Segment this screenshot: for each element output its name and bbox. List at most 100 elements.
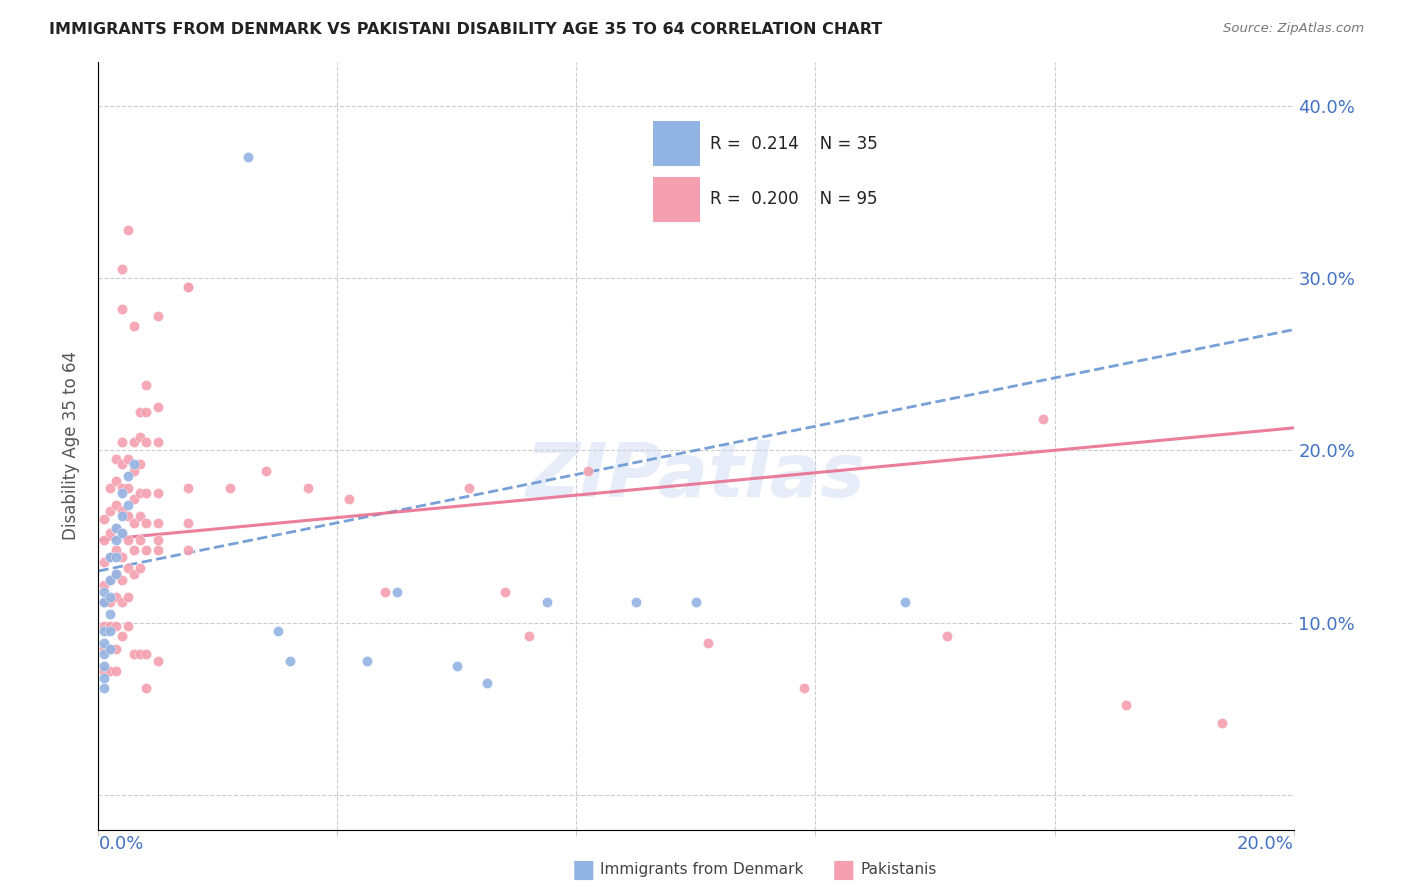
Point <box>93 681 115 696</box>
Point <box>1115 698 1137 713</box>
Point <box>111 457 134 471</box>
Point <box>111 595 134 609</box>
Point <box>98 590 122 604</box>
Point <box>1032 412 1054 426</box>
Point <box>148 401 170 415</box>
Point <box>148 516 170 530</box>
Point <box>124 543 146 558</box>
Point <box>385 584 409 599</box>
Point <box>111 526 134 541</box>
Point <box>793 681 815 696</box>
Point <box>685 595 707 609</box>
Point <box>98 550 122 565</box>
Point <box>135 434 157 449</box>
Point <box>98 641 122 656</box>
Point <box>93 647 115 661</box>
Point <box>105 543 128 558</box>
Point <box>1211 715 1233 730</box>
Point <box>148 654 170 668</box>
Point <box>124 434 146 449</box>
Text: ■: ■ <box>572 858 595 881</box>
Point <box>93 636 115 650</box>
Point <box>117 469 139 483</box>
Point <box>93 595 115 609</box>
Point <box>177 481 200 495</box>
Text: ZIPatlas: ZIPatlas <box>526 440 866 513</box>
Point <box>111 526 134 541</box>
Point <box>105 590 128 604</box>
Point <box>148 543 170 558</box>
Point <box>135 516 157 530</box>
Point <box>117 222 139 236</box>
Point <box>339 491 361 506</box>
Point <box>93 512 115 526</box>
Point <box>98 595 122 609</box>
Text: ■: ■ <box>832 858 855 881</box>
Point <box>129 508 152 523</box>
Point <box>105 475 128 489</box>
Point <box>135 377 157 392</box>
Point <box>98 641 122 656</box>
Point <box>111 301 134 316</box>
Point <box>177 543 200 558</box>
Point <box>105 567 128 582</box>
Point <box>93 555 115 569</box>
Point <box>111 630 134 644</box>
Point <box>219 481 242 495</box>
Point <box>98 607 122 621</box>
Point <box>177 516 200 530</box>
Point <box>129 647 152 661</box>
Point <box>105 533 128 547</box>
Point <box>117 560 139 574</box>
Point <box>148 309 170 323</box>
Point <box>458 481 481 495</box>
Point <box>105 664 128 678</box>
Point <box>148 533 170 547</box>
Point <box>117 499 139 513</box>
Point <box>578 464 600 478</box>
Point <box>98 550 122 565</box>
Text: 0.0%: 0.0% <box>98 835 143 853</box>
Point <box>936 630 959 644</box>
Point <box>124 647 146 661</box>
Point <box>129 429 152 443</box>
Point <box>148 486 170 500</box>
Text: Source: ZipAtlas.com: Source: ZipAtlas.com <box>1223 22 1364 36</box>
Point <box>494 584 516 599</box>
Point <box>124 457 146 471</box>
Point <box>93 671 115 685</box>
Point <box>93 578 115 592</box>
Point <box>297 481 319 495</box>
Point <box>93 595 115 609</box>
Point <box>117 590 139 604</box>
Point <box>894 595 917 609</box>
Point <box>129 533 152 547</box>
Point <box>111 486 134 500</box>
Point <box>446 658 468 673</box>
Point <box>98 573 122 587</box>
Point <box>517 630 540 644</box>
Point <box>278 654 301 668</box>
Point <box>124 464 146 478</box>
Point <box>105 550 128 565</box>
Point <box>93 658 115 673</box>
Text: 20.0%: 20.0% <box>1237 835 1294 853</box>
Point <box>98 619 122 633</box>
Point <box>536 595 558 609</box>
Point <box>93 619 115 633</box>
Point <box>148 434 170 449</box>
Point <box>93 584 115 599</box>
Point <box>475 676 498 690</box>
Point <box>98 624 122 639</box>
Point <box>129 560 152 574</box>
Point <box>93 641 115 656</box>
Point <box>626 595 648 609</box>
Point <box>177 279 200 293</box>
Point <box>117 481 139 495</box>
Point <box>111 508 134 523</box>
Point <box>267 624 290 639</box>
Point <box>254 464 277 478</box>
Point <box>93 533 115 547</box>
Point <box>93 664 115 678</box>
Point <box>129 486 152 500</box>
